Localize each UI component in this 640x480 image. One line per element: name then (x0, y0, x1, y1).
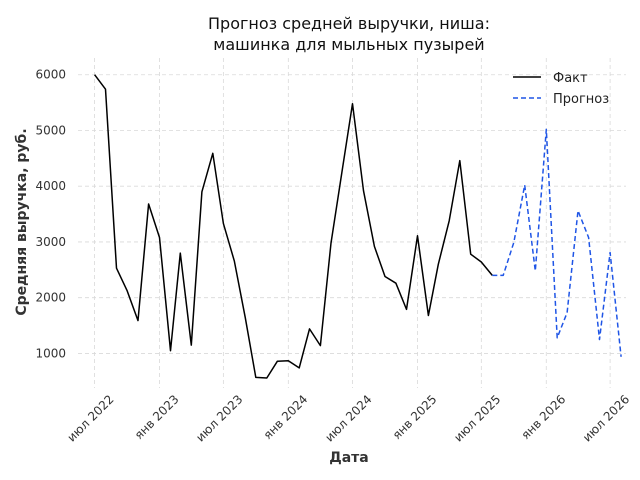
legend-label: Факт (553, 71, 588, 86)
y-tick-label: 4000 (35, 179, 66, 193)
x-tick-label: июл 2023 (193, 392, 245, 444)
y-axis-label: Средняя выручка, руб. (14, 128, 30, 315)
chart-title-line-1: Прогноз средней выручки, ниша: (208, 14, 490, 33)
y-tick-label: 5000 (35, 123, 66, 137)
grid (78, 58, 626, 388)
x-tick-label: янв 2026 (519, 392, 569, 442)
x-tick-label: янв 2024 (261, 392, 311, 442)
chart-title: Прогноз средней выручки, ниша: машинка д… (208, 14, 490, 54)
y-tick-label: 1000 (35, 346, 66, 360)
chart-title-line-2: машинка для мыльных пузырей (213, 35, 484, 54)
x-axis-label: Дата (329, 450, 368, 466)
series-line-fact (94, 74, 493, 379)
x-axis-ticks: июл 2022 янв 2023 июл 2023 янв 2024 июл 2024… (64, 392, 632, 444)
x-tick-label: июл 2022 (64, 392, 116, 444)
y-tick-label: 6000 (35, 68, 66, 82)
y-axis-ticks: 1000 2000 3000 4000 5000 6000 (35, 68, 66, 361)
legend: Факт Прогноз (513, 71, 609, 107)
x-tick-label: июл 2025 (451, 392, 503, 444)
series-line-forecast (492, 128, 622, 357)
x-tick-label: янв 2025 (390, 392, 440, 442)
x-tick-label: июл 2024 (322, 392, 374, 444)
legend-label: Прогноз (553, 92, 609, 107)
x-tick-label: янв 2023 (132, 392, 182, 442)
y-tick-label: 2000 (35, 291, 66, 305)
x-tick-label: июл 2026 (580, 392, 632, 444)
y-tick-label: 3000 (35, 235, 66, 249)
series-lines (94, 74, 622, 379)
